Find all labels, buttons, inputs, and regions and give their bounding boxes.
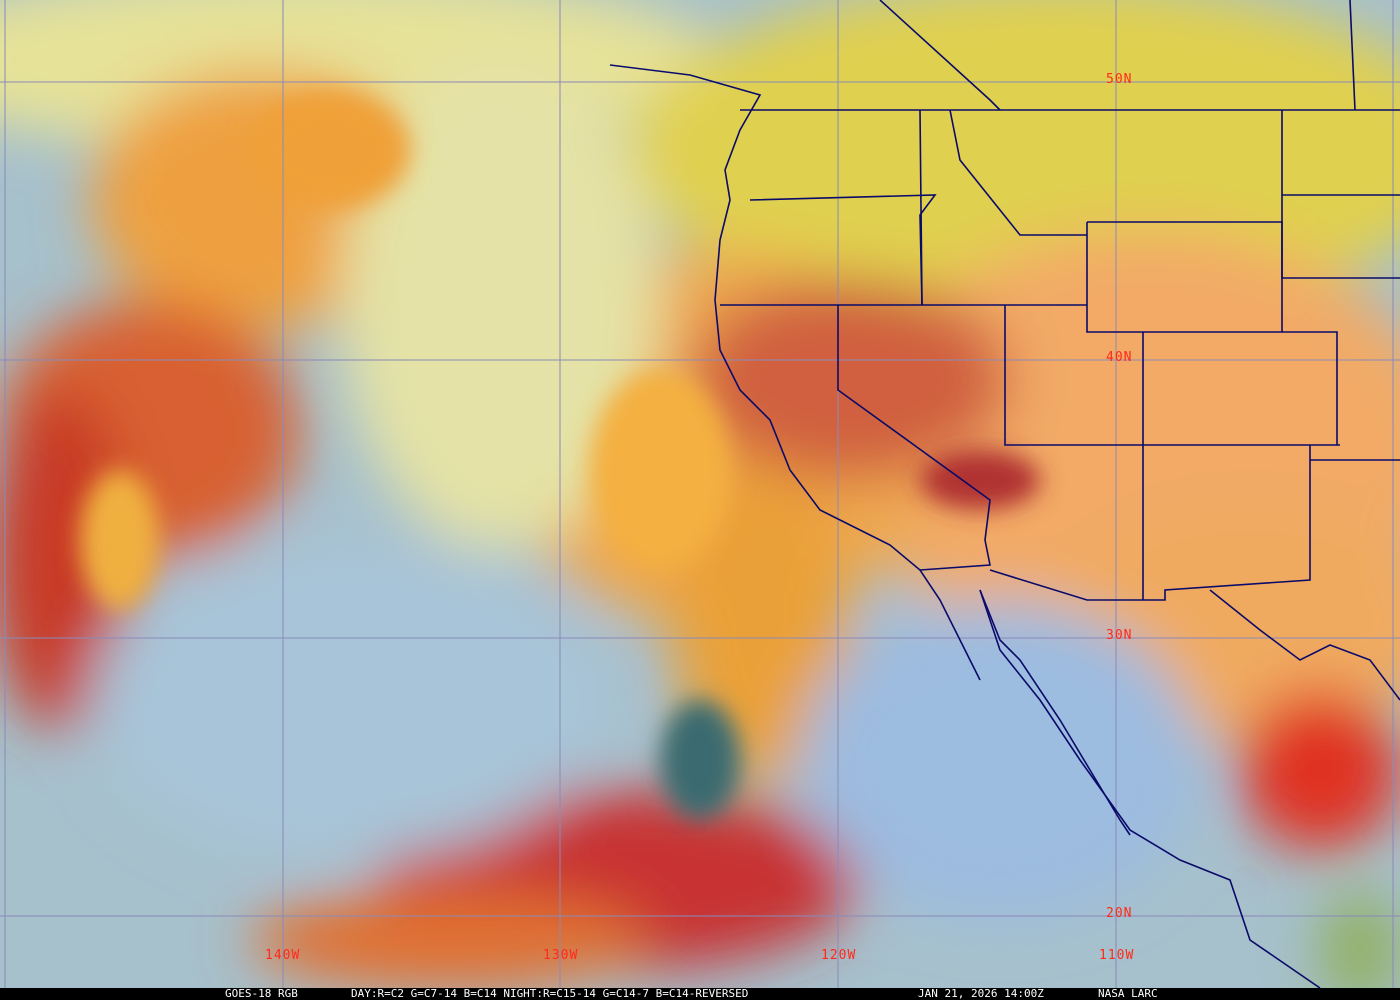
longitude-label-140w: 140W bbox=[265, 948, 301, 963]
longitude-label-120w: 120W bbox=[821, 948, 857, 963]
rgb-recipe: DAY:R=C2 G=C7-14 B=C14 NIGHT:R=C15-14 G=… bbox=[351, 987, 749, 1000]
longitude-label-110w: 110W bbox=[1099, 948, 1135, 963]
latitude-label-50n: 50N bbox=[1106, 72, 1133, 87]
latitude-label-20n: 20N bbox=[1106, 906, 1133, 921]
latitude-label-40n: 40N bbox=[1106, 350, 1133, 365]
image-caption-bar: GOES-18 RGB DAY:R=C2 G=C7-14 B=C14 NIGHT… bbox=[0, 988, 1400, 1000]
latitude-label-30n: 30N bbox=[1106, 628, 1133, 643]
longitude-label-130w: 130W bbox=[543, 948, 579, 963]
credit: NASA LARC bbox=[1098, 987, 1158, 1000]
cloud-detail bbox=[80, 90, 1040, 820]
product-name: GOES-18 RGB bbox=[225, 987, 298, 1000]
timestamp: JAN 21, 2026 14:00Z bbox=[918, 987, 1044, 1000]
political-borders bbox=[609, 0, 1400, 988]
